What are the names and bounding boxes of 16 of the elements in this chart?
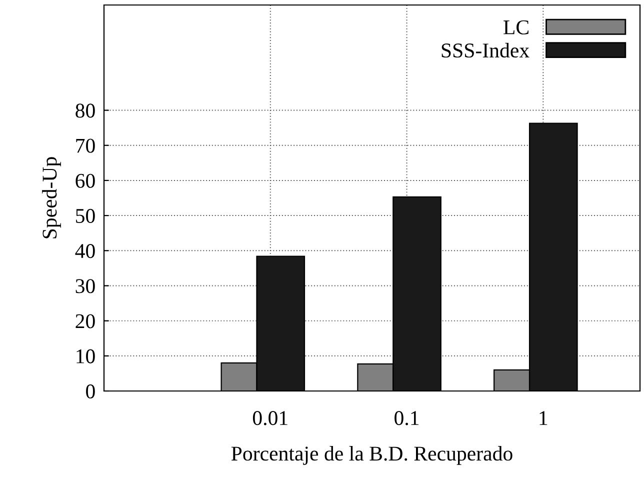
y-tick-label: 70 [76, 138, 95, 153]
x-axis-title: Porcentaje de la B.D. Recuperado [231, 446, 512, 465]
y-tick-label: 40 [75, 244, 95, 258]
legend-label: SSS-Index [442, 42, 530, 58]
x-tick-label: 1 [540, 411, 548, 425]
y-tick-label: 80 [76, 104, 95, 118]
y-tick-label: 10 [76, 349, 95, 364]
y-tick-label: 30 [76, 279, 95, 294]
y-tick-label: 50 [76, 208, 95, 223]
y-axis-title: Speed-Up [42, 157, 61, 238]
legend-label: LC [504, 20, 528, 34]
x-tick-label: 0.01 [252, 411, 288, 426]
y-tick-label: 20 [76, 314, 95, 328]
y-tick-label: 60 [76, 174, 95, 188]
y-tick-label: 0 [86, 384, 95, 398]
x-tick-label: 0.1 [394, 411, 419, 426]
